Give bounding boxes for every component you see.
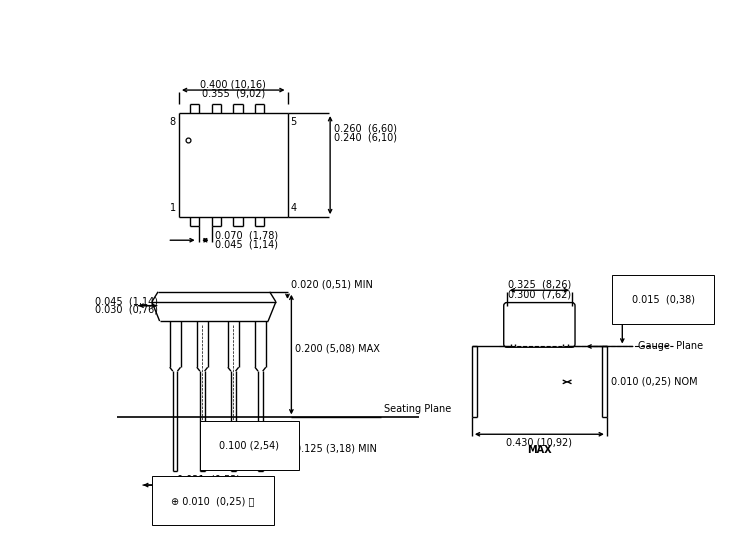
Text: 0.125 (3,18) MIN: 0.125 (3,18) MIN — [296, 443, 377, 453]
Text: 0.015  (0,38): 0.015 (0,38) — [177, 483, 240, 493]
Text: 0.325  (8,26): 0.325 (8,26) — [508, 280, 571, 290]
Text: 0.030  (0,76): 0.030 (0,76) — [95, 305, 158, 315]
Text: 0.400 (10,16): 0.400 (10,16) — [200, 80, 266, 90]
Text: Seating Plane: Seating Plane — [384, 404, 452, 414]
Text: 0.200 (5,08) MAX: 0.200 (5,08) MAX — [296, 343, 380, 353]
Text: MAX: MAX — [527, 445, 552, 455]
Text: 5: 5 — [290, 117, 297, 127]
Text: ⊕ 0.010  (0,25) Ⓜ: ⊕ 0.010 (0,25) Ⓜ — [171, 496, 254, 506]
Text: 8: 8 — [170, 117, 176, 127]
Text: 0.430 (10,92): 0.430 (10,92) — [506, 437, 572, 448]
Text: 0.045  (1,14): 0.045 (1,14) — [215, 239, 278, 249]
Text: 0.070  (1,78): 0.070 (1,78) — [215, 230, 278, 240]
Text: 0.100 (2,54): 0.100 (2,54) — [217, 440, 278, 450]
Text: 0.355  (9,02): 0.355 (9,02) — [202, 89, 265, 99]
Text: 0.100 (2,54): 0.100 (2,54) — [219, 440, 279, 450]
Text: 0.240  (6,10): 0.240 (6,10) — [334, 133, 397, 143]
Text: 0.300  (7,62): 0.300 (7,62) — [508, 289, 571, 299]
Text: 0.015  (0,38): 0.015 (0,38) — [632, 294, 694, 304]
Text: 0.260  (6,60): 0.260 (6,60) — [334, 123, 397, 133]
Text: 1: 1 — [170, 203, 176, 213]
Text: 4: 4 — [290, 203, 297, 213]
Text: Gauge  Plane: Gauge Plane — [638, 341, 703, 352]
Text: 0.010 (0,25) NOM: 0.010 (0,25) NOM — [610, 377, 698, 387]
Text: 0.045  (1,14): 0.045 (1,14) — [95, 296, 158, 306]
Text: 0.021  (0,53): 0.021 (0,53) — [177, 475, 240, 485]
Text: 0.020 (0,51) MIN: 0.020 (0,51) MIN — [291, 280, 374, 290]
